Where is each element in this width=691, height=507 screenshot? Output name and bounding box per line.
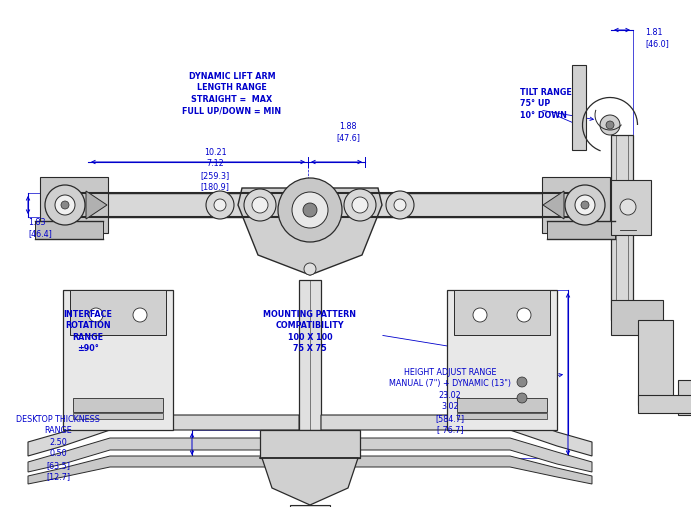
Bar <box>65 193 585 217</box>
Bar <box>63 290 173 430</box>
Polygon shape <box>321 456 592 484</box>
Polygon shape <box>86 191 107 219</box>
Text: DESKTOP THICKNESS
RANGE
2.50
0.50
[63.5]
[12.7]: DESKTOP THICKNESS RANGE 2.50 0.50 [63.5]… <box>16 415 100 481</box>
Bar <box>572 65 586 150</box>
Bar <box>454 290 550 335</box>
Circle shape <box>303 203 317 217</box>
Circle shape <box>89 308 103 322</box>
Circle shape <box>473 308 487 322</box>
Bar <box>611 135 633 320</box>
Text: INTERFACE
ROTATION
RANGE
±90°: INTERFACE ROTATION RANGE ±90° <box>64 310 113 353</box>
Text: 1.88
[47.6]: 1.88 [47.6] <box>336 122 360 142</box>
Circle shape <box>252 197 268 213</box>
Text: 1.81
[46.0]: 1.81 [46.0] <box>645 28 669 49</box>
Polygon shape <box>28 415 299 456</box>
Circle shape <box>581 201 589 209</box>
Bar <box>447 290 557 430</box>
Bar <box>542 177 610 233</box>
Circle shape <box>386 191 414 219</box>
Bar <box>457 398 547 412</box>
Circle shape <box>214 199 226 211</box>
Text: TILT RANGE
75° UP
10° DOWN: TILT RANGE 75° UP 10° DOWN <box>520 88 571 120</box>
Bar <box>290 505 330 507</box>
Circle shape <box>292 192 328 228</box>
Polygon shape <box>543 191 564 219</box>
Circle shape <box>565 185 605 225</box>
Bar <box>260 430 360 458</box>
Bar <box>457 413 547 419</box>
Polygon shape <box>321 415 592 456</box>
Circle shape <box>55 195 75 215</box>
Text: 10.21
7.12
[259.3]
[180.9]: 10.21 7.12 [259.3] [180.9] <box>200 148 229 191</box>
Circle shape <box>517 393 527 403</box>
Circle shape <box>394 199 406 211</box>
Polygon shape <box>238 188 382 275</box>
Circle shape <box>600 115 620 135</box>
Text: HEIGHT ADJUST RANGE
MANUAL (7") + DYNAMIC (13")
23.02
3.02
[584.7]
[ 76.7]: HEIGHT ADJUST RANGE MANUAL (7") + DYNAMI… <box>389 368 511 434</box>
Polygon shape <box>262 458 358 505</box>
Bar <box>678 380 691 415</box>
Bar <box>40 177 108 233</box>
Text: 1.83
[46.4]: 1.83 [46.4] <box>28 218 52 238</box>
Bar <box>611 180 651 235</box>
Bar <box>73 398 163 412</box>
Bar <box>299 280 321 430</box>
Bar <box>35 221 103 239</box>
Circle shape <box>206 191 234 219</box>
Polygon shape <box>28 456 299 484</box>
Circle shape <box>517 308 531 322</box>
Circle shape <box>620 199 636 215</box>
Polygon shape <box>321 438 592 472</box>
Bar <box>611 300 663 335</box>
Bar <box>73 413 163 419</box>
Circle shape <box>278 178 342 242</box>
Polygon shape <box>28 438 299 472</box>
Circle shape <box>133 308 147 322</box>
Bar <box>70 290 166 335</box>
Circle shape <box>304 263 316 275</box>
Circle shape <box>61 201 69 209</box>
Bar <box>638 395 691 413</box>
Circle shape <box>517 377 527 387</box>
Circle shape <box>344 189 376 221</box>
Circle shape <box>244 189 276 221</box>
Circle shape <box>606 121 614 129</box>
Circle shape <box>575 195 595 215</box>
Text: DYNAMIC LIFT ARM
LENGTH RANGE
STRAIGHT =  MAX
FULL UP/DOWN = MIN: DYNAMIC LIFT ARM LENGTH RANGE STRAIGHT =… <box>182 72 281 116</box>
Bar <box>547 221 615 239</box>
Circle shape <box>352 197 368 213</box>
Text: MOUNTING PATTERN
COMPATIBILITY
100 X 100
75 X 75: MOUNTING PATTERN COMPATIBILITY 100 X 100… <box>263 310 357 353</box>
Bar <box>638 320 673 405</box>
Circle shape <box>45 185 85 225</box>
